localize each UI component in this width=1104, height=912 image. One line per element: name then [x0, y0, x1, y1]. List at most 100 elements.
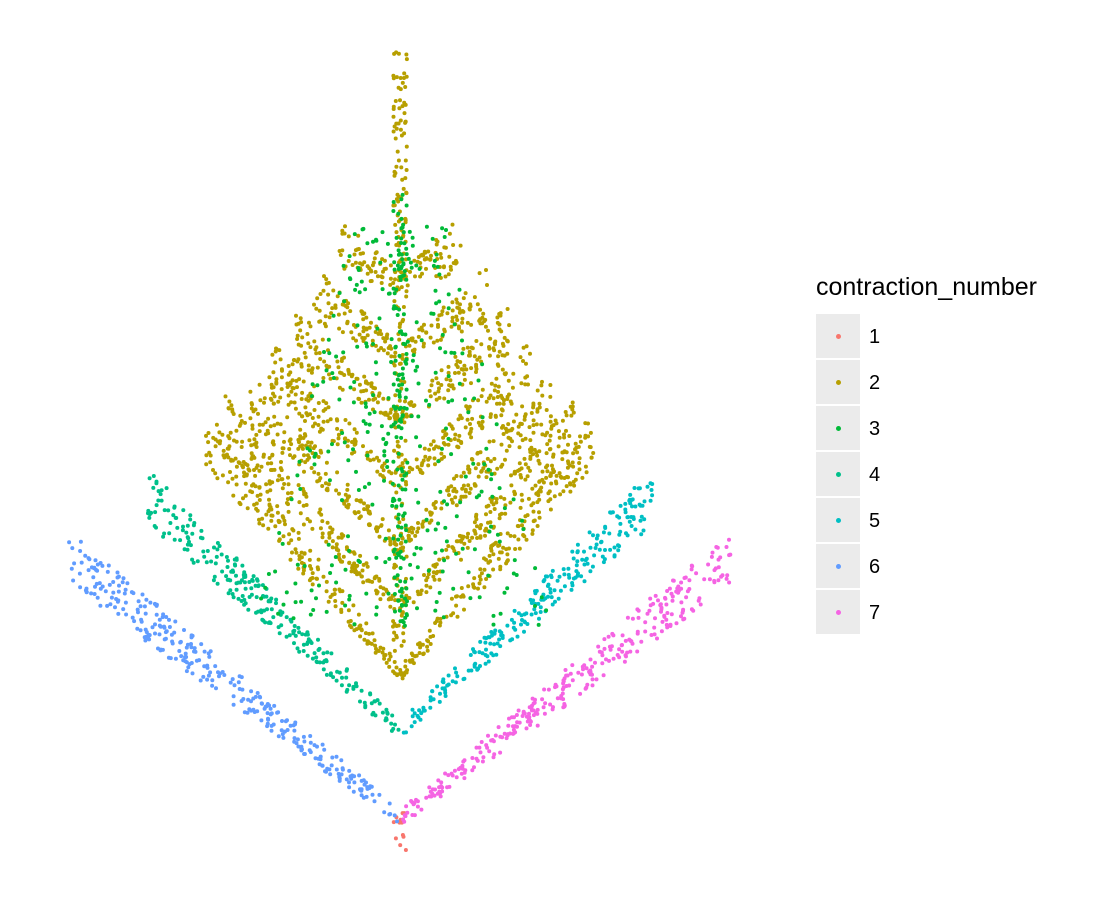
- point-series-3: [391, 209, 396, 213]
- point-series-3: [406, 256, 411, 261]
- point-series-5: [639, 532, 644, 537]
- point-series-6: [282, 729, 287, 734]
- point-series-4: [211, 578, 216, 583]
- point-series-2: [492, 456, 497, 461]
- point-series-7: [713, 566, 718, 571]
- point-series-2: [400, 461, 405, 466]
- point-series-7: [560, 691, 565, 696]
- point-series-3: [324, 368, 329, 373]
- point-series-2: [257, 485, 262, 490]
- point-series-7: [542, 711, 547, 716]
- point-series-2: [367, 397, 371, 402]
- point-series-3: [433, 608, 438, 613]
- point-series-2: [395, 439, 400, 444]
- point-series-2: [560, 457, 565, 462]
- point-series-7: [562, 702, 567, 706]
- point-series-3: [396, 451, 401, 456]
- point-series-2: [551, 423, 556, 428]
- point-series-2: [507, 392, 511, 397]
- point-series-5: [592, 553, 597, 558]
- point-series-2: [550, 467, 555, 472]
- point-series-7: [600, 653, 605, 658]
- point-series-6: [269, 711, 274, 716]
- point-series-6: [230, 677, 235, 682]
- point-series-2: [580, 475, 585, 480]
- point-series-6: [337, 774, 342, 779]
- point-series-3: [392, 267, 397, 272]
- point-series-3: [520, 518, 525, 523]
- point-series-3: [392, 260, 397, 265]
- point-series-6: [83, 553, 88, 558]
- point-series-2: [358, 553, 363, 558]
- point-series-2: [577, 456, 582, 461]
- point-series-4: [328, 673, 333, 678]
- point-series-5: [486, 659, 491, 664]
- point-series-2: [413, 274, 417, 279]
- point-series-2: [497, 543, 502, 548]
- point-series-2: [468, 302, 473, 307]
- point-series-7: [447, 784, 452, 789]
- point-series-2: [252, 437, 257, 442]
- point-series-2: [309, 370, 314, 375]
- point-series-6: [293, 720, 298, 725]
- point-series-2: [501, 432, 506, 436]
- legend-swatch: [835, 425, 841, 431]
- point-series-2: [248, 389, 253, 394]
- point-series-5: [575, 559, 580, 564]
- point-series-3: [342, 299, 347, 304]
- point-series-2: [519, 381, 524, 386]
- point-series-2: [340, 387, 345, 392]
- point-series-3: [372, 410, 377, 415]
- point-series-2: [314, 306, 319, 311]
- point-series-2: [227, 399, 232, 404]
- point-series-3: [396, 248, 401, 253]
- point-series-2: [400, 104, 405, 109]
- point-series-2: [387, 664, 392, 669]
- point-series-2: [413, 533, 418, 538]
- point-series-3: [380, 230, 385, 235]
- point-series-3: [365, 453, 370, 458]
- point-series-6: [100, 584, 105, 589]
- point-series-4: [363, 705, 368, 710]
- point-series-2: [213, 444, 218, 449]
- point-series-3: [396, 512, 401, 517]
- point-series-3: [351, 447, 355, 452]
- point-series-2: [422, 573, 426, 577]
- point-series-6: [281, 735, 286, 740]
- point-series-5: [623, 507, 628, 512]
- point-series-5: [446, 673, 451, 678]
- point-series-2: [317, 308, 322, 313]
- point-series-3: [471, 461, 476, 466]
- point-series-6: [142, 635, 147, 640]
- point-series-2: [377, 578, 382, 583]
- point-series-2: [329, 311, 334, 316]
- point-series-3: [498, 611, 503, 616]
- point-series-5: [437, 699, 442, 704]
- point-series-7: [570, 678, 575, 683]
- point-series-2: [465, 345, 470, 350]
- point-series-3: [400, 257, 405, 262]
- point-series-4: [324, 672, 329, 677]
- point-series-6: [395, 819, 399, 824]
- point-series-2: [339, 535, 344, 540]
- point-series-2: [500, 367, 505, 372]
- point-series-5: [401, 730, 406, 735]
- point-series-2: [499, 413, 504, 418]
- point-series-6: [222, 673, 227, 677]
- point-series-2: [336, 535, 341, 540]
- point-series-7: [535, 723, 540, 728]
- point-series-3: [312, 462, 317, 467]
- point-series-5: [628, 501, 633, 506]
- point-series-4: [391, 726, 396, 731]
- point-series-2: [503, 511, 508, 516]
- point-series-2: [536, 489, 541, 494]
- point-series-2: [521, 359, 525, 363]
- point-series-6: [116, 598, 121, 603]
- point-series-3: [347, 254, 352, 259]
- point-series-2: [362, 374, 367, 379]
- point-series-7: [679, 580, 684, 585]
- point-series-6: [142, 604, 147, 609]
- point-series-5: [538, 605, 543, 610]
- point-series-6: [95, 562, 100, 567]
- point-series-6: [206, 651, 211, 656]
